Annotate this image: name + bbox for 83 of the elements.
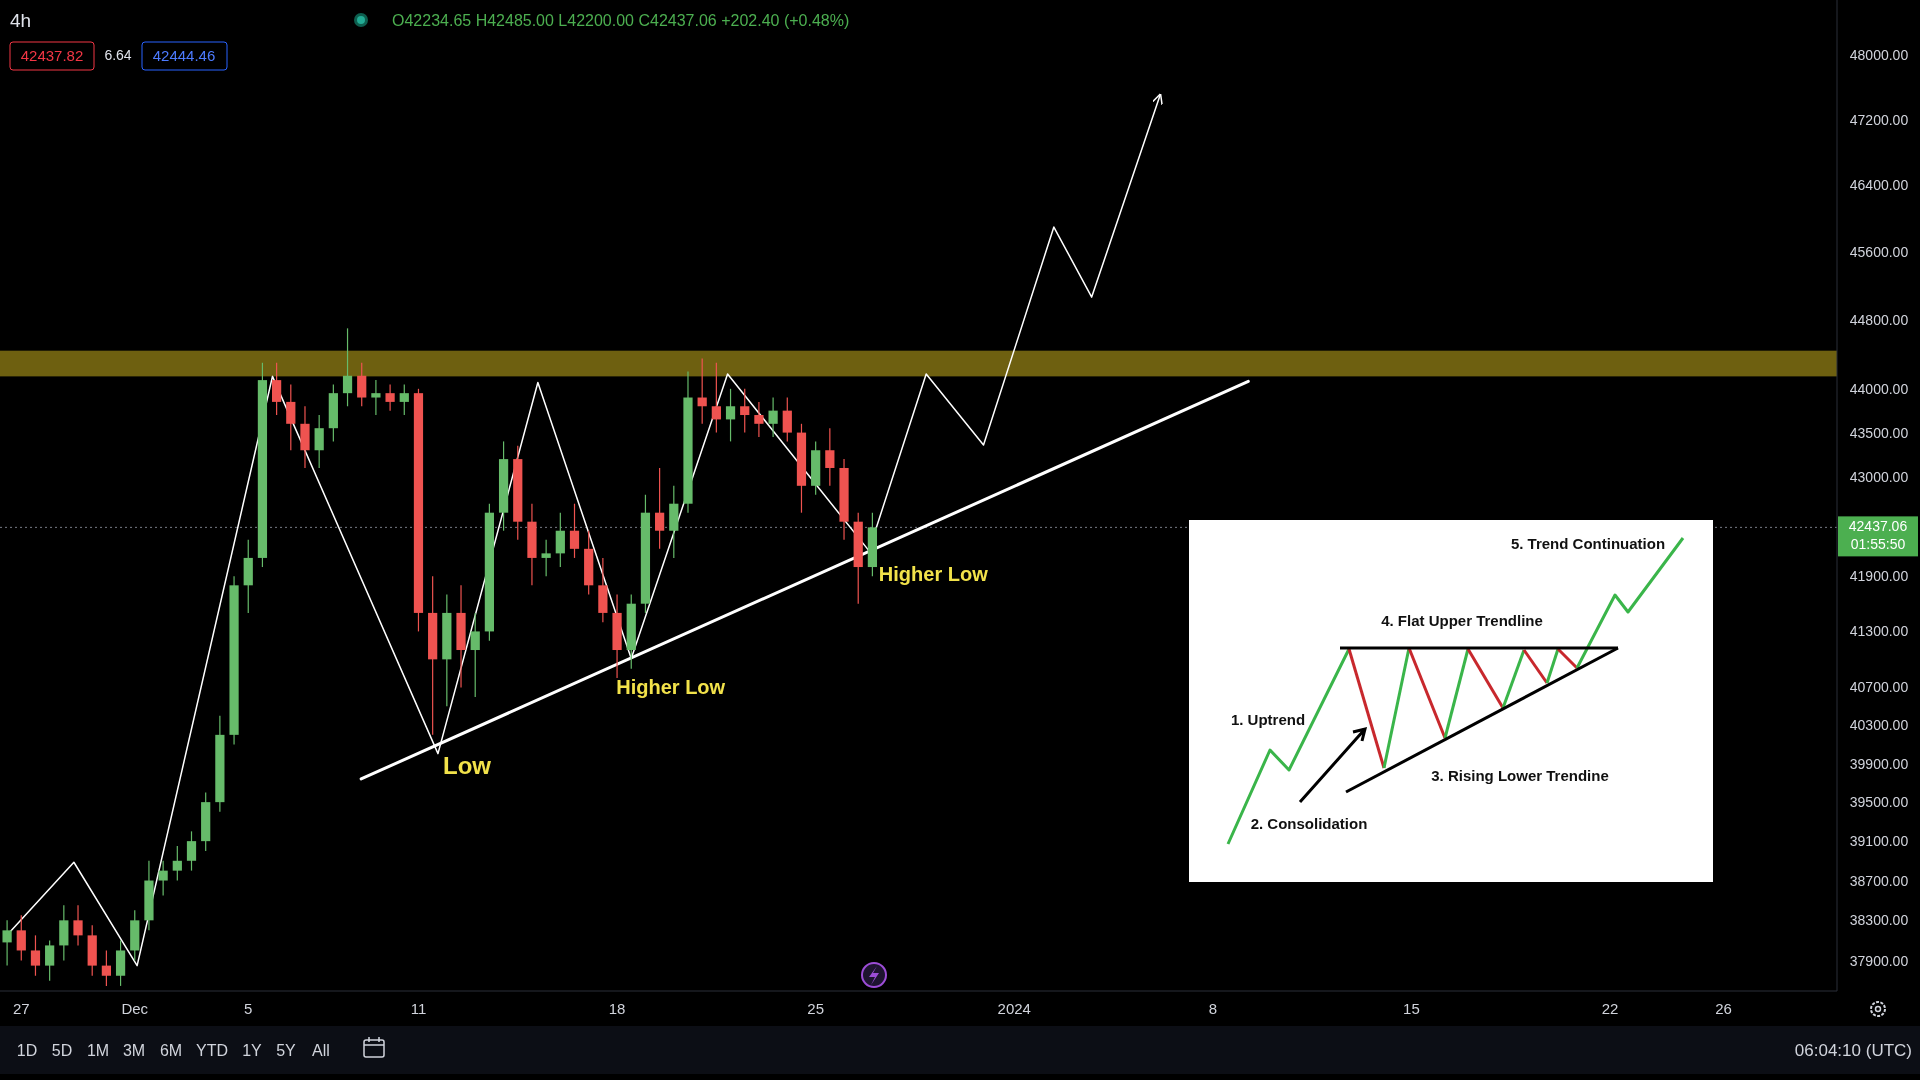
- text: 4h: [10, 10, 32, 31]
- candlestick: [172, 845, 182, 882]
- annotation: 6.64: [104, 47, 132, 63]
- candlestick: [272, 362, 282, 416]
- candlestick: [725, 388, 736, 443]
- x-tick-label: 26: [1715, 1000, 1732, 1017]
- y-tick-label: 37900.00: [1849, 952, 1909, 969]
- x-tick-label: 18: [608, 1000, 626, 1017]
- y-tick-label: 40300.00: [1849, 717, 1909, 734]
- text: YTD: [196, 1042, 228, 1059]
- x-tick-label: 22: [1601, 1000, 1619, 1017]
- x-tick-label: 5: [244, 1000, 253, 1017]
- y-tick-label: 44000.00: [1849, 380, 1909, 397]
- x-tick-label: 27: [12, 1000, 30, 1017]
- annotation: Higher Low: [616, 675, 726, 698]
- text: 5D: [51, 1042, 73, 1059]
- text: 5Y: [276, 1042, 297, 1059]
- candlestick: [371, 379, 381, 416]
- x-tick-label: 15: [1403, 1000, 1420, 1017]
- annotation: 2. Consolidation: [1250, 815, 1368, 832]
- text: All: [312, 1042, 330, 1059]
- y-tick-label: 47200.00: [1849, 111, 1909, 128]
- candlestick: [399, 383, 409, 416]
- candlestick: [30, 934, 41, 977]
- annotation: Low: [442, 751, 492, 779]
- candlestick: [825, 427, 835, 487]
- candlestick: [16, 914, 26, 962]
- annotation: Higher Low: [878, 562, 989, 585]
- y-tick-label: 45600.00: [1849, 243, 1909, 260]
- candlestick: [314, 414, 324, 469]
- candlestick: [342, 327, 353, 407]
- y-tick-label: 43500.00: [1849, 424, 1909, 441]
- y-tick-label: 39900.00: [1849, 755, 1909, 772]
- annotation: 42437.82: [20, 47, 84, 64]
- candlestick: [569, 503, 580, 559]
- candlestick: [286, 383, 296, 451]
- annotation: O42234.65 H42485.00 L42200.00 C42437.06 +202.40 (+0.48%): [392, 12, 850, 29]
- candlestick: [541, 539, 551, 577]
- text: 1D: [16, 1042, 38, 1059]
- annotation: 4. Flat Upper Trendline: [1381, 612, 1543, 629]
- x-tick-label: 11: [410, 1000, 427, 1017]
- annotation: 42444.46: [152, 47, 216, 64]
- candlestick: [655, 467, 665, 550]
- candlestick: [158, 860, 168, 897]
- y-tick-label: 44800.00: [1849, 311, 1909, 328]
- ref-line-label: 42437.06: [1848, 518, 1908, 535]
- x-tick-label: 25: [807, 1000, 824, 1017]
- annotation: 1. Uptrend: [1230, 711, 1306, 728]
- candlestick: [101, 949, 111, 987]
- x-tick-label: 2024: [997, 1000, 1031, 1017]
- candlestick: [768, 396, 778, 438]
- text: 01:55:50: [1850, 536, 1906, 553]
- text: 3M: [122, 1042, 146, 1059]
- annotation: 5. Trend Continuation: [1510, 535, 1666, 552]
- y-tick-label: 39100.00: [1849, 833, 1909, 850]
- y-tick-label: 41900.00: [1849, 568, 1909, 585]
- annotation: 3. Rising Lower Trendine: [1431, 767, 1609, 784]
- text: 1Y: [242, 1042, 263, 1059]
- x-tick-label: 8: [1208, 1000, 1218, 1017]
- candlestick: [73, 904, 83, 947]
- candlestick: [740, 388, 750, 434]
- y-tick-label: 41300.00: [1849, 623, 1909, 640]
- y-tick-label: 38700.00: [1849, 872, 1909, 889]
- candlestick: [711, 362, 721, 434]
- text: 6M: [159, 1042, 183, 1059]
- y-tick-label: 39500.00: [1849, 794, 1909, 811]
- y-tick-label: 38300.00: [1849, 912, 1909, 929]
- candlestick: [555, 512, 565, 568]
- y-tick-label: 40700.00: [1849, 679, 1909, 696]
- text: 06:04:10 (UTC): [1794, 1041, 1912, 1060]
- y-tick-label: 48000.00: [1849, 47, 1909, 64]
- candlestick: [385, 383, 395, 412]
- candlestick: [782, 396, 792, 443]
- candlestick: [754, 401, 764, 438]
- candlestick: [2, 919, 12, 967]
- candlestick: [470, 612, 480, 698]
- candlestick: [186, 830, 197, 872]
- text: 1M: [86, 1042, 110, 1059]
- x-tick-label: Dec: [121, 1000, 149, 1017]
- candlestick: [357, 362, 367, 407]
- candlestick: [45, 939, 55, 982]
- y-tick-label: 43000.00: [1849, 468, 1909, 485]
- y-tick-label: 46400.00: [1849, 177, 1909, 194]
